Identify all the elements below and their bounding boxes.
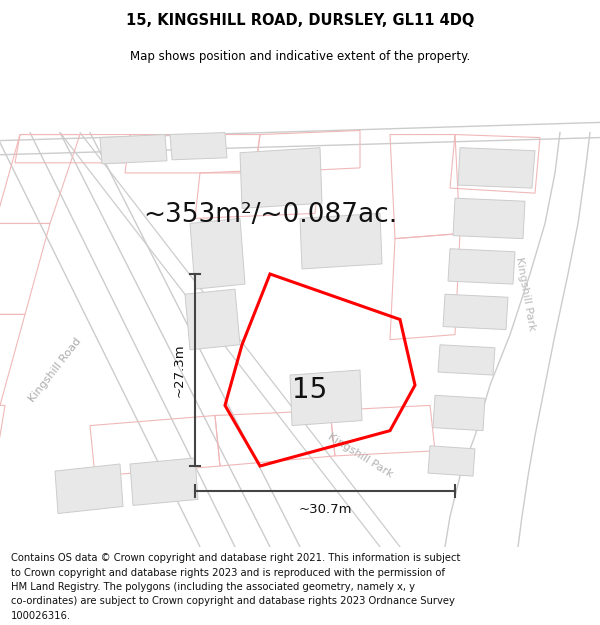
Text: to Crown copyright and database rights 2023 and is reproduced with the permissio: to Crown copyright and database rights 2… <box>11 568 445 578</box>
Text: Kingshill Park: Kingshill Park <box>326 432 394 480</box>
Text: ~30.7m: ~30.7m <box>298 503 352 516</box>
Text: HM Land Registry. The polygons (including the associated geometry, namely x, y: HM Land Registry. The polygons (includin… <box>11 582 415 592</box>
Polygon shape <box>290 370 362 426</box>
Polygon shape <box>240 148 322 208</box>
Text: Contains OS data © Crown copyright and database right 2021. This information is : Contains OS data © Crown copyright and d… <box>11 553 460 563</box>
Text: Map shows position and indicative extent of the property.: Map shows position and indicative extent… <box>130 49 470 62</box>
Text: 100026316.: 100026316. <box>11 611 71 621</box>
Polygon shape <box>448 249 515 284</box>
Polygon shape <box>453 198 525 239</box>
Polygon shape <box>433 395 485 431</box>
Text: Kingshill Park: Kingshill Park <box>514 257 536 332</box>
Polygon shape <box>428 446 475 476</box>
Polygon shape <box>130 458 198 506</box>
Polygon shape <box>185 289 240 350</box>
Text: 15: 15 <box>292 376 327 404</box>
Polygon shape <box>170 132 227 160</box>
Polygon shape <box>443 294 508 329</box>
Text: co-ordinates) are subject to Crown copyright and database rights 2023 Ordnance S: co-ordinates) are subject to Crown copyr… <box>11 596 455 606</box>
Polygon shape <box>438 345 495 375</box>
Polygon shape <box>458 148 535 188</box>
Polygon shape <box>55 464 123 514</box>
Text: ~27.3m: ~27.3m <box>173 343 185 397</box>
Polygon shape <box>190 218 245 289</box>
Polygon shape <box>100 134 167 164</box>
Polygon shape <box>300 213 382 269</box>
Text: Kingshill Road: Kingshill Road <box>27 336 83 404</box>
Text: ~353m²/~0.087ac.: ~353m²/~0.087ac. <box>143 202 397 228</box>
Text: 15, KINGSHILL ROAD, DURSLEY, GL11 4DQ: 15, KINGSHILL ROAD, DURSLEY, GL11 4DQ <box>126 12 474 28</box>
